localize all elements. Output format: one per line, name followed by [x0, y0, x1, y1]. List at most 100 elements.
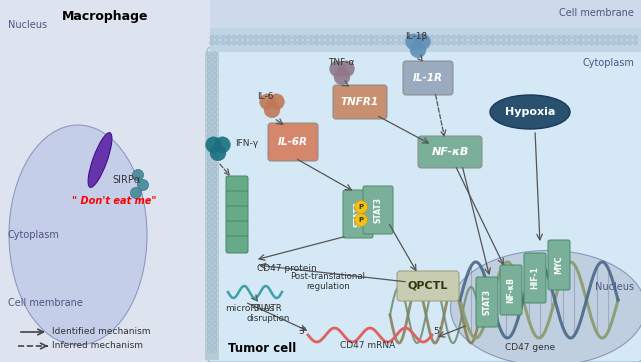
Circle shape [207, 68, 212, 73]
Bar [210, 0, 641, 362]
Circle shape [495, 41, 500, 45]
Text: IL-1β: IL-1β [405, 32, 428, 41]
Circle shape [391, 35, 395, 39]
Circle shape [248, 35, 253, 39]
Circle shape [213, 79, 217, 84]
Circle shape [213, 96, 217, 100]
Circle shape [337, 41, 341, 45]
Circle shape [207, 250, 212, 254]
Circle shape [207, 305, 212, 309]
Circle shape [507, 41, 512, 45]
Circle shape [207, 266, 212, 271]
Circle shape [207, 310, 212, 315]
Circle shape [207, 129, 212, 133]
Circle shape [479, 41, 484, 45]
Circle shape [207, 173, 212, 177]
Text: SIRPα: SIRPα [112, 175, 140, 185]
Circle shape [633, 41, 638, 45]
Circle shape [485, 41, 489, 45]
Circle shape [589, 41, 594, 45]
FancyBboxPatch shape [268, 123, 318, 161]
FancyBboxPatch shape [207, 47, 641, 362]
Circle shape [213, 151, 217, 155]
Text: Cell membrane: Cell membrane [8, 298, 83, 308]
Circle shape [331, 35, 335, 39]
Circle shape [215, 41, 220, 45]
Circle shape [210, 145, 226, 161]
Circle shape [207, 211, 212, 216]
Circle shape [207, 184, 212, 188]
Circle shape [386, 41, 390, 45]
Circle shape [213, 74, 217, 78]
Circle shape [314, 35, 319, 39]
Circle shape [207, 118, 212, 122]
Circle shape [207, 217, 212, 221]
Circle shape [303, 41, 308, 45]
Circle shape [612, 35, 616, 39]
Circle shape [435, 41, 440, 45]
Circle shape [271, 35, 275, 39]
Circle shape [320, 41, 324, 45]
Circle shape [347, 35, 352, 39]
Circle shape [207, 200, 212, 205]
Circle shape [207, 327, 212, 331]
Circle shape [413, 41, 418, 45]
Circle shape [606, 41, 610, 45]
Circle shape [584, 41, 588, 45]
Circle shape [353, 41, 357, 45]
Ellipse shape [9, 125, 147, 345]
Circle shape [243, 41, 247, 45]
Ellipse shape [490, 95, 570, 129]
Circle shape [207, 349, 212, 353]
Text: IFN-γ: IFN-γ [235, 139, 258, 147]
Circle shape [213, 349, 217, 353]
Circle shape [213, 239, 217, 243]
Circle shape [213, 189, 217, 194]
Circle shape [213, 195, 217, 199]
Circle shape [260, 35, 263, 39]
Circle shape [207, 96, 212, 100]
Circle shape [325, 41, 329, 45]
Circle shape [207, 90, 212, 95]
Circle shape [207, 283, 212, 287]
Circle shape [213, 173, 217, 177]
Circle shape [207, 222, 212, 227]
Circle shape [556, 41, 561, 45]
Circle shape [391, 41, 395, 45]
Circle shape [523, 41, 528, 45]
Circle shape [232, 35, 236, 39]
Circle shape [213, 272, 217, 276]
Text: P: P [358, 204, 363, 210]
Circle shape [213, 118, 217, 122]
Circle shape [375, 41, 379, 45]
Circle shape [309, 41, 313, 45]
FancyBboxPatch shape [500, 265, 522, 315]
Circle shape [213, 244, 217, 249]
Text: IL-6: IL-6 [257, 92, 274, 101]
Circle shape [545, 35, 550, 39]
Circle shape [430, 35, 434, 39]
Circle shape [551, 41, 555, 45]
Circle shape [441, 35, 445, 39]
Circle shape [446, 35, 451, 39]
Circle shape [474, 41, 478, 45]
Text: microRNAs: microRNAs [225, 304, 274, 313]
Circle shape [213, 167, 217, 172]
Circle shape [479, 35, 484, 39]
Circle shape [207, 288, 212, 293]
Circle shape [207, 52, 212, 56]
Circle shape [207, 195, 212, 199]
Circle shape [213, 261, 217, 265]
Circle shape [213, 321, 217, 326]
Circle shape [612, 41, 616, 45]
Circle shape [364, 35, 368, 39]
Circle shape [430, 41, 434, 45]
Circle shape [213, 200, 217, 205]
Circle shape [207, 134, 212, 139]
Circle shape [408, 35, 412, 39]
Circle shape [213, 310, 217, 315]
Circle shape [397, 41, 401, 45]
Circle shape [213, 305, 217, 309]
Circle shape [213, 294, 217, 298]
Circle shape [213, 107, 217, 111]
